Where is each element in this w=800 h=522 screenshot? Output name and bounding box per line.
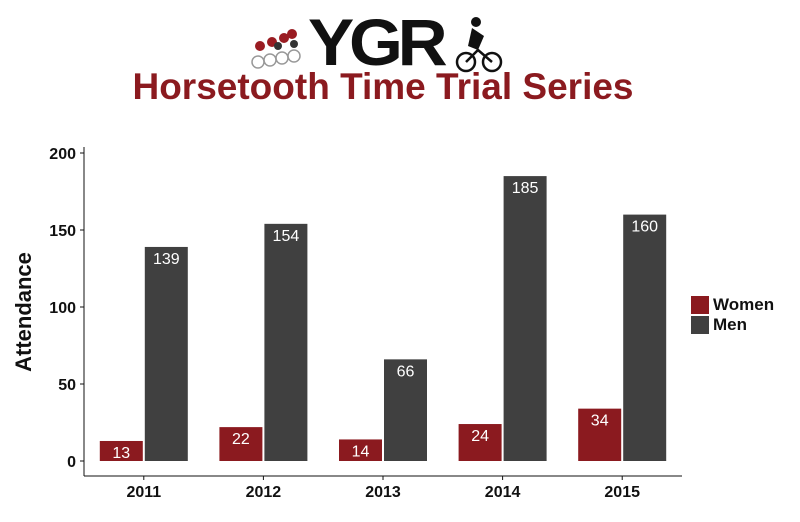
bar-women-2011 [99,440,143,461]
x-tick-label: 2014 [485,484,521,501]
data-label-women-2011: 13 [112,445,130,462]
bar-women-2015 [578,408,622,461]
data-label-men-2013: 66 [397,363,415,380]
y-tick-label: 150 [49,223,76,240]
y-tick-label: 0 [67,454,76,471]
x-tick-label: 2012 [246,484,282,501]
data-label-women-2012: 22 [232,431,250,448]
data-label-men-2015: 160 [631,219,658,236]
x-tick-label: 2013 [365,484,401,501]
data-label-women-2015: 34 [591,413,609,430]
bar-men-2011 [144,246,188,461]
bar-men-2014 [503,176,547,461]
y-tick-label: 200 [49,146,76,163]
legend: Women Men [690,295,774,335]
legend-item-men: Men [690,315,774,335]
data-label-women-2013: 14 [352,443,370,460]
chart-title: Horsetooth Time Trial Series [132,66,634,107]
data-label-men-2011: 139 [153,251,180,268]
bar-men-2015 [623,214,667,461]
cyclist-silhouette-icon [455,17,503,73]
plot-area: 0 50 100 150 200 2011 13 139 2012 22 154 2013 14 66 20… [49,146,682,501]
data-label-men-2012: 154 [273,228,300,245]
data-label-women-2014: 24 [471,428,489,445]
bar-men-2012 [264,223,308,461]
ygr-logo: YGR [248,5,503,79]
legend-swatch-men [690,315,710,335]
y-axis-label: Attendance [11,252,36,372]
bar-women-2012 [219,427,263,461]
bar-women-2013 [339,439,382,461]
data-label-men-2014: 185 [512,180,539,197]
x-tick-label: 2015 [604,484,640,501]
legend-label-men: Men [713,315,747,334]
x-tick-label: 2011 [126,484,161,501]
bar-women-2014 [458,424,502,461]
legend-item-women: Women [690,295,774,315]
bar-men-2013 [384,359,427,461]
legend-swatch-women [690,295,710,315]
logo-text: YGR [308,5,448,79]
y-tick-label: 50 [58,377,76,394]
cyclists-logo-graphic [251,29,301,69]
y-tick-label: 100 [49,300,76,317]
legend-label-women: Women [713,295,775,314]
